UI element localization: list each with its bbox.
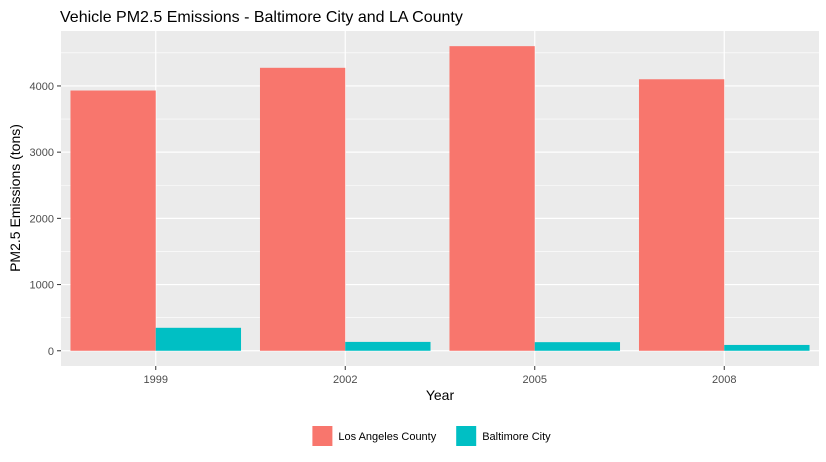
x-axis: 1999 2002 2005 2008 <box>144 366 736 386</box>
bar-baltimore-city-2005 <box>534 342 621 351</box>
legend-key <box>456 426 477 446</box>
bar-baltimore-city-2008 <box>724 344 810 351</box>
y-tick-label: 3000 <box>30 147 54 159</box>
legend: Los Angeles County Baltimore City <box>312 426 551 446</box>
legend-label: Baltimore City <box>482 431 551 443</box>
x-tick-label: 2008 <box>712 374 736 386</box>
chart-title: Vehicle PM2.5 Emissions - Baltimore City… <box>60 9 463 26</box>
bar-baltimore-city-2002 <box>345 341 431 351</box>
y-axis-title: PM2.5 Emissions (tons) <box>7 124 23 272</box>
y-tick-label: 2000 <box>30 213 54 225</box>
bar-los-angeles-county-2008 <box>638 79 725 351</box>
x-tick-label: 2002 <box>333 374 357 386</box>
legend-label: Los Angeles County <box>338 431 436 443</box>
y-tick-label: 1000 <box>30 280 54 292</box>
legend-item: Los Angeles County <box>312 426 437 446</box>
legend-key <box>312 426 333 446</box>
x-axis-title: Year <box>426 387 455 403</box>
bar-baltimore-city-1999 <box>155 327 242 351</box>
y-axis: 0 1000 2000 3000 4000 <box>30 81 61 358</box>
x-tick-label: 2005 <box>523 374 547 386</box>
x-tick-label: 1999 <box>144 374 168 386</box>
bars <box>70 46 810 351</box>
bar-los-angeles-county-2005 <box>449 46 535 351</box>
y-tick-label: 0 <box>48 346 54 358</box>
legend-item: Baltimore City <box>456 426 551 446</box>
bar-los-angeles-county-2002 <box>259 67 346 351</box>
bar-los-angeles-county-1999 <box>70 90 156 351</box>
y-tick-label: 4000 <box>30 81 54 93</box>
